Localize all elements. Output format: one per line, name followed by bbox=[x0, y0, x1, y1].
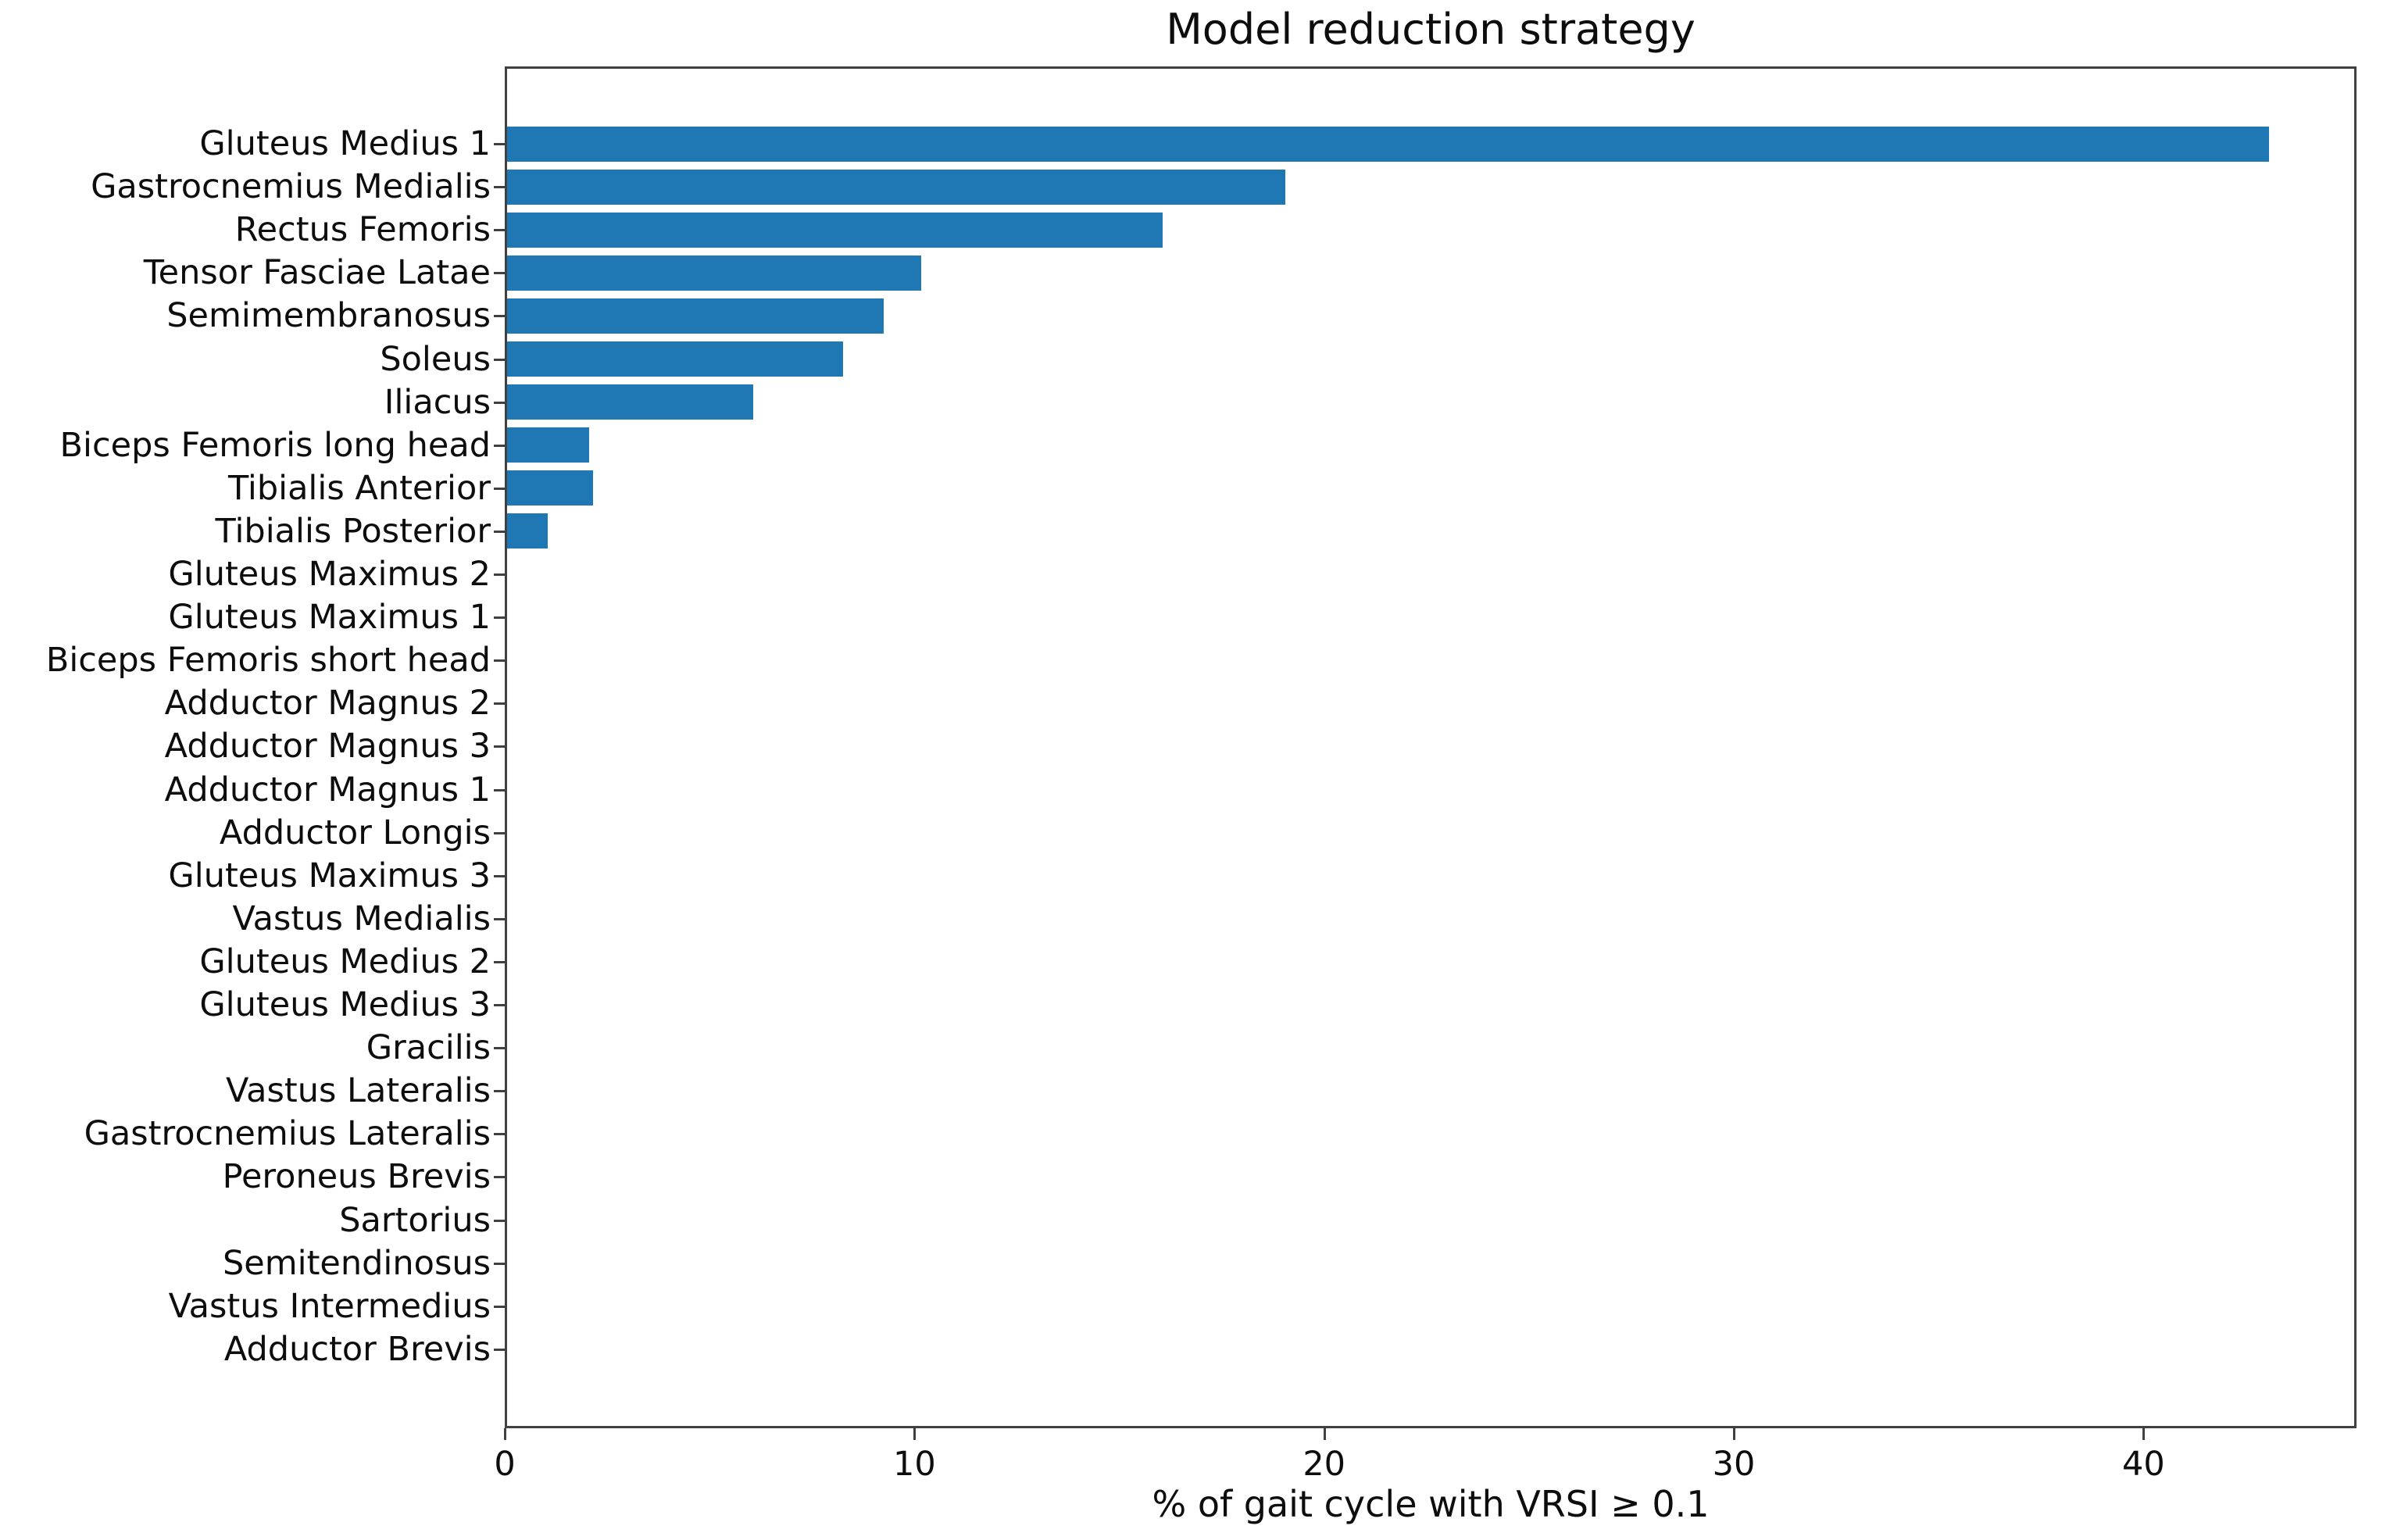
y-tick-label: Adductor Brevis bbox=[223, 1329, 491, 1369]
y-tick-mark bbox=[494, 702, 505, 706]
y-tick-label: Adductor Magnus 2 bbox=[164, 684, 491, 724]
bar bbox=[507, 255, 921, 291]
y-tick-label: Gluteus Medius 1 bbox=[199, 124, 491, 163]
y-tick-mark bbox=[494, 143, 505, 145]
x-tick-label: 0 bbox=[494, 1445, 516, 1484]
x-tick-mark bbox=[913, 1428, 917, 1440]
y-tick-mark bbox=[494, 186, 505, 189]
y-tick-label: Gluteus Medius 2 bbox=[199, 942, 491, 981]
y-tick-mark bbox=[494, 444, 505, 447]
y-tick-mark bbox=[494, 573, 505, 576]
x-tick-label: 20 bbox=[1302, 1445, 1346, 1484]
y-tick-label: Biceps Femoris long head bbox=[59, 425, 491, 465]
y-tick-mark bbox=[494, 358, 505, 361]
y-tick-label: Peroneus Brevis bbox=[222, 1157, 491, 1197]
y-tick-mark bbox=[494, 401, 505, 404]
bar bbox=[507, 513, 548, 549]
y-tick-mark bbox=[494, 831, 505, 834]
y-tick-label: Tibialis Posterior bbox=[215, 511, 491, 551]
y-tick-label: Iliacus bbox=[384, 382, 491, 422]
y-tick-mark bbox=[494, 315, 505, 318]
y-tick-label: Adductor Magnus 1 bbox=[164, 770, 491, 809]
y-tick-mark bbox=[494, 616, 505, 620]
x-tick-mark bbox=[1323, 1428, 1326, 1440]
y-tick-mark bbox=[494, 659, 505, 663]
y-tick-label: Tensor Fasciae Latae bbox=[143, 253, 491, 293]
x-tick-mark bbox=[504, 1428, 506, 1440]
y-tick-mark bbox=[494, 1133, 505, 1136]
bar bbox=[507, 126, 2269, 162]
y-tick-mark bbox=[494, 917, 505, 920]
bar bbox=[507, 470, 593, 506]
y-tick-label: Gluteus Maximus 3 bbox=[168, 856, 491, 895]
y-tick-label: Tibialis Anterior bbox=[227, 468, 491, 508]
y-tick-mark bbox=[494, 530, 505, 533]
y-tick-mark bbox=[494, 1004, 505, 1006]
y-tick-mark bbox=[494, 229, 505, 232]
y-tick-label: Sartorius bbox=[339, 1200, 491, 1240]
bar bbox=[507, 169, 1285, 205]
bar bbox=[507, 212, 1163, 248]
y-tick-mark bbox=[494, 1219, 505, 1222]
y-tick-label: Semitendinosus bbox=[222, 1243, 491, 1283]
x-axis-label: % of gait cycle with VRSI ≥ 0.1 bbox=[1152, 1483, 1710, 1525]
y-tick-label: Semimembranosus bbox=[166, 296, 491, 336]
y-tick-label: Biceps Femoris short head bbox=[45, 641, 491, 681]
y-tick-mark bbox=[494, 1262, 505, 1265]
y-tick-label: Adductor Magnus 3 bbox=[164, 727, 491, 766]
y-tick-mark bbox=[494, 1047, 505, 1050]
y-tick-label: Gracilis bbox=[366, 1028, 491, 1068]
y-tick-label: Vastus Medialis bbox=[232, 899, 491, 938]
x-tick-mark bbox=[1733, 1428, 1735, 1440]
y-tick-mark bbox=[494, 1176, 505, 1179]
chart-title: Model reduction strategy bbox=[1166, 5, 1696, 54]
bar bbox=[507, 384, 753, 420]
y-tick-mark bbox=[494, 272, 505, 275]
x-tick-label: 10 bbox=[892, 1445, 936, 1484]
plot-area bbox=[505, 66, 2357, 1428]
x-tick-label: 40 bbox=[2121, 1445, 2165, 1484]
y-tick-mark bbox=[494, 874, 505, 877]
y-tick-label: Vastus Lateralis bbox=[226, 1071, 491, 1111]
y-tick-mark bbox=[494, 487, 505, 490]
y-tick-label: Gluteus Maximus 1 bbox=[168, 598, 491, 638]
y-tick-label: Gluteus Medius 3 bbox=[199, 985, 491, 1024]
y-tick-mark bbox=[494, 1090, 505, 1093]
x-tick-label: 30 bbox=[1712, 1445, 1756, 1484]
y-tick-label: Gastrocnemius Lateralis bbox=[84, 1114, 491, 1154]
y-tick-mark bbox=[494, 745, 505, 749]
bar bbox=[507, 341, 843, 377]
y-tick-label: Soleus bbox=[380, 339, 491, 379]
y-tick-mark bbox=[494, 1348, 505, 1351]
y-tick-label: Rectus Femoris bbox=[234, 210, 491, 250]
y-tick-label: Gastrocnemius Medialis bbox=[91, 167, 491, 207]
y-tick-mark bbox=[494, 1305, 505, 1308]
y-tick-label: Gluteus Maximus 2 bbox=[168, 555, 491, 594]
y-tick-mark bbox=[494, 960, 505, 963]
y-tick-label: Vastus Intermedius bbox=[168, 1286, 491, 1326]
bar bbox=[507, 298, 884, 334]
y-tick-mark bbox=[494, 788, 505, 791]
x-tick-mark bbox=[2142, 1428, 2146, 1440]
bar bbox=[507, 427, 589, 463]
y-tick-label: Adductor Longis bbox=[219, 813, 491, 852]
